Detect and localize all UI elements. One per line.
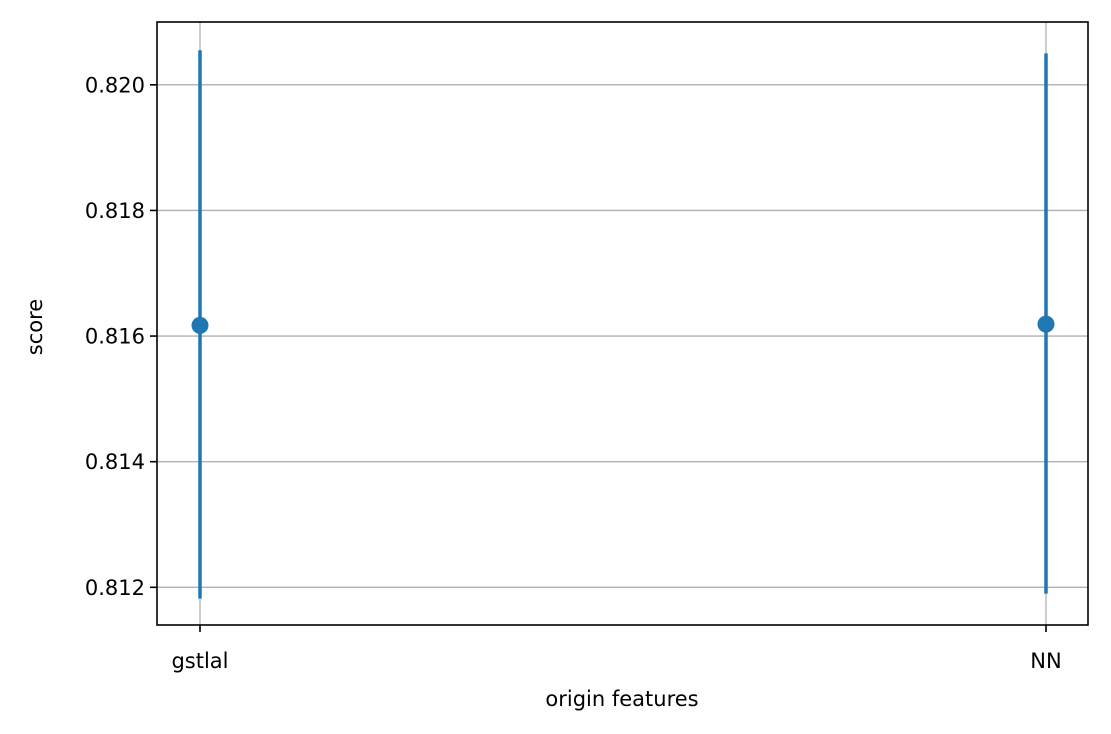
y-tick-label: 0.816 <box>85 325 145 349</box>
x-tick-label: NN <box>1030 649 1061 673</box>
data-marks <box>191 50 1055 599</box>
y-tick-label: 0.812 <box>85 576 145 600</box>
y-tick-label: 0.818 <box>85 199 145 223</box>
y-axis-label: score <box>23 299 47 355</box>
x-axis-label: origin features <box>545 687 698 711</box>
plot-frame <box>156 21 1089 626</box>
x-tick-label: gstlal <box>171 649 228 673</box>
axis-ticks: 0.812 0.814 0.816 0.818 0.820 gstlal NN <box>85 73 1062 673</box>
data-point <box>191 316 209 334</box>
y-tick-label: 0.820 <box>85 73 145 97</box>
y-tick-label: 0.814 <box>85 450 145 474</box>
data-point <box>1037 315 1055 333</box>
